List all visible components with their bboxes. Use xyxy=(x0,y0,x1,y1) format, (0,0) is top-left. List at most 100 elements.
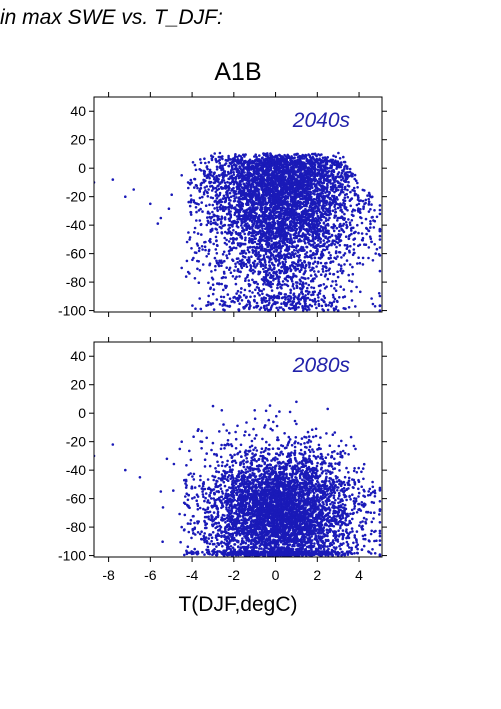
scatter-point xyxy=(270,261,274,265)
scatter-point xyxy=(328,272,332,276)
scatter-point xyxy=(238,176,242,179)
scatter-point xyxy=(267,238,271,242)
scatter-point xyxy=(347,273,351,277)
scatter-point xyxy=(233,163,236,166)
scatter-point xyxy=(253,216,256,219)
scatter-point xyxy=(263,306,266,310)
scatter-point xyxy=(274,248,277,251)
scatter-point xyxy=(246,258,249,262)
scatter-point xyxy=(352,208,355,211)
scatter-point xyxy=(284,255,288,259)
scatter-point xyxy=(327,224,330,227)
scatter-point xyxy=(323,231,326,234)
scatter-point xyxy=(239,208,242,212)
scatter-point xyxy=(295,286,299,290)
scatter-point xyxy=(271,215,274,218)
scatter-point xyxy=(267,170,270,174)
scatter-point xyxy=(357,196,360,200)
scatter-point xyxy=(278,306,281,309)
scatter-point xyxy=(248,174,251,177)
scatter-point xyxy=(329,260,333,264)
scatter-point xyxy=(318,183,321,187)
scatter-point xyxy=(258,293,261,297)
scatter-point xyxy=(312,252,315,256)
scatter-point xyxy=(340,185,344,189)
scatter-point xyxy=(319,161,323,164)
scatter-point xyxy=(237,232,240,235)
scatter-point xyxy=(298,179,302,183)
scatter-point xyxy=(266,207,270,210)
scatter-point xyxy=(363,189,366,192)
scatter-point xyxy=(291,198,295,201)
scatter-point xyxy=(202,191,206,194)
scatter-point xyxy=(333,216,336,219)
scatter-point xyxy=(199,307,203,311)
scatter-point xyxy=(269,154,272,157)
scatter-point xyxy=(300,268,303,272)
scatter-point xyxy=(359,290,362,294)
scatter-point xyxy=(242,182,245,186)
scatter-point xyxy=(304,307,307,311)
scatter-point xyxy=(293,240,296,243)
scatter-point xyxy=(378,208,382,212)
scatter-point xyxy=(193,231,196,234)
scatter-point xyxy=(262,217,266,220)
scatter-point xyxy=(286,169,290,172)
scatter-point xyxy=(306,296,310,300)
scatter-point xyxy=(238,196,241,199)
scatter-point xyxy=(314,236,318,240)
scatter-point xyxy=(281,244,285,247)
scatter-point xyxy=(235,170,239,173)
scatter-point xyxy=(209,220,213,223)
scatter-point xyxy=(229,171,232,175)
scatter-point xyxy=(253,298,256,302)
scatter-point xyxy=(298,216,301,219)
scatter-point xyxy=(341,169,344,172)
scatter-point xyxy=(206,174,210,177)
scatter-point xyxy=(260,233,264,237)
scatter-point xyxy=(340,203,344,207)
scatter-point xyxy=(369,208,372,211)
scatter-point xyxy=(313,158,316,161)
scatter-point xyxy=(300,167,304,170)
scatter-point xyxy=(223,171,226,174)
scatter-point xyxy=(330,233,334,237)
scatter-point xyxy=(236,261,239,264)
scatter-point xyxy=(194,168,198,172)
scatter-point xyxy=(257,190,260,194)
scatter-point xyxy=(228,245,232,249)
scatter-point xyxy=(320,181,324,185)
scatter-point xyxy=(330,159,334,163)
scatter-point xyxy=(347,185,351,188)
scatter-point xyxy=(291,282,295,286)
scatter-point xyxy=(299,259,302,262)
scatter-point xyxy=(334,188,338,191)
scatter-point xyxy=(339,206,342,209)
scatter-point xyxy=(266,308,270,312)
scatter-point xyxy=(198,269,202,272)
scatter-point xyxy=(223,223,227,227)
scatter-point xyxy=(304,294,307,297)
scatter-point xyxy=(332,170,336,174)
scatter-point xyxy=(229,271,233,275)
scatter-point xyxy=(284,293,288,296)
scatter-point xyxy=(318,180,321,184)
scatter-point xyxy=(223,272,226,275)
scatter-point xyxy=(246,182,250,186)
scatter-point xyxy=(189,178,193,182)
scatter-point xyxy=(284,278,288,281)
scatter-point xyxy=(261,249,264,252)
scatter-point xyxy=(224,198,228,202)
scatter-point xyxy=(269,234,273,238)
scatter-point xyxy=(255,193,259,197)
scatter-point xyxy=(224,207,227,211)
scatter-point xyxy=(301,211,305,214)
scatter-point xyxy=(235,275,238,279)
scatter-point xyxy=(267,157,271,160)
scatter-point xyxy=(304,264,308,268)
scatter-point xyxy=(187,186,190,190)
scatter-point xyxy=(288,245,291,248)
scatter-point xyxy=(304,289,308,293)
scatter-point xyxy=(321,199,324,202)
scatter-point xyxy=(279,200,283,204)
